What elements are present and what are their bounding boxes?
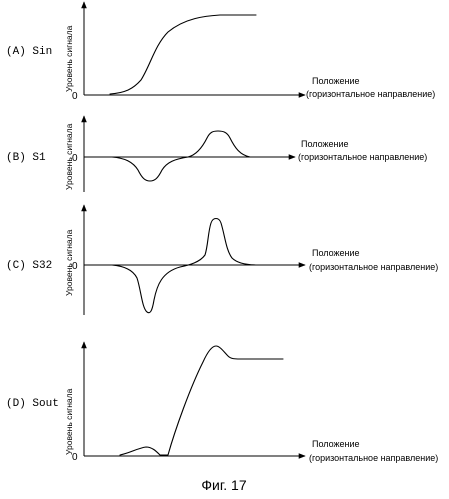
y-axis-title: Уровень сигнала [64, 123, 74, 190]
origin-label: 0 [72, 261, 78, 272]
x-axis-subtitle: (горизонтальное направление) [306, 89, 435, 99]
panel-label: (B) S1 [6, 152, 46, 164]
origin-label: 0 [72, 91, 78, 102]
panel-a: (A) Sin 0 Уровень сигнала Положение (гор… [6, 1, 435, 102]
panel-c: (C) S32 0 Уровень сигнала Положение (гор… [6, 204, 438, 315]
y-axis-title: Уровень сигнала [64, 25, 74, 92]
x-axis-title: Положение [312, 76, 360, 86]
x-axis-subtitle: (горизонтальное направление) [309, 453, 438, 463]
figure-caption: Фиг. 17 [201, 477, 246, 493]
panel-b: (B) S1 0 Уровень сигнала Положение (гори… [6, 115, 427, 192]
panel-label: (D) Sout [6, 398, 59, 410]
signal-curve-sin [109, 14, 257, 95]
origin-label: 0 [72, 153, 78, 164]
x-axis-title: Положение [312, 248, 360, 258]
x-axis-title: Положение [301, 139, 349, 149]
x-axis-subtitle: (горизонтальное направление) [309, 262, 438, 272]
signal-curve-s1 [111, 130, 255, 182]
origin-label: 0 [72, 452, 78, 463]
y-axis-title: Уровень сигнала [64, 229, 74, 296]
signal-curve-s32 [111, 217, 259, 314]
y-axis-title: Уровень сигнала [64, 388, 74, 455]
signal-curve-sout [119, 345, 284, 456]
panel-label: (C) S32 [6, 260, 52, 272]
panel-d: (D) Sout 0 Уровень сигнала Положение (го… [6, 341, 438, 463]
panel-label: (A) Sin [6, 46, 52, 58]
x-axis-subtitle: (горизонтальное направление) [298, 152, 427, 162]
x-axis-title: Положение [312, 439, 360, 449]
